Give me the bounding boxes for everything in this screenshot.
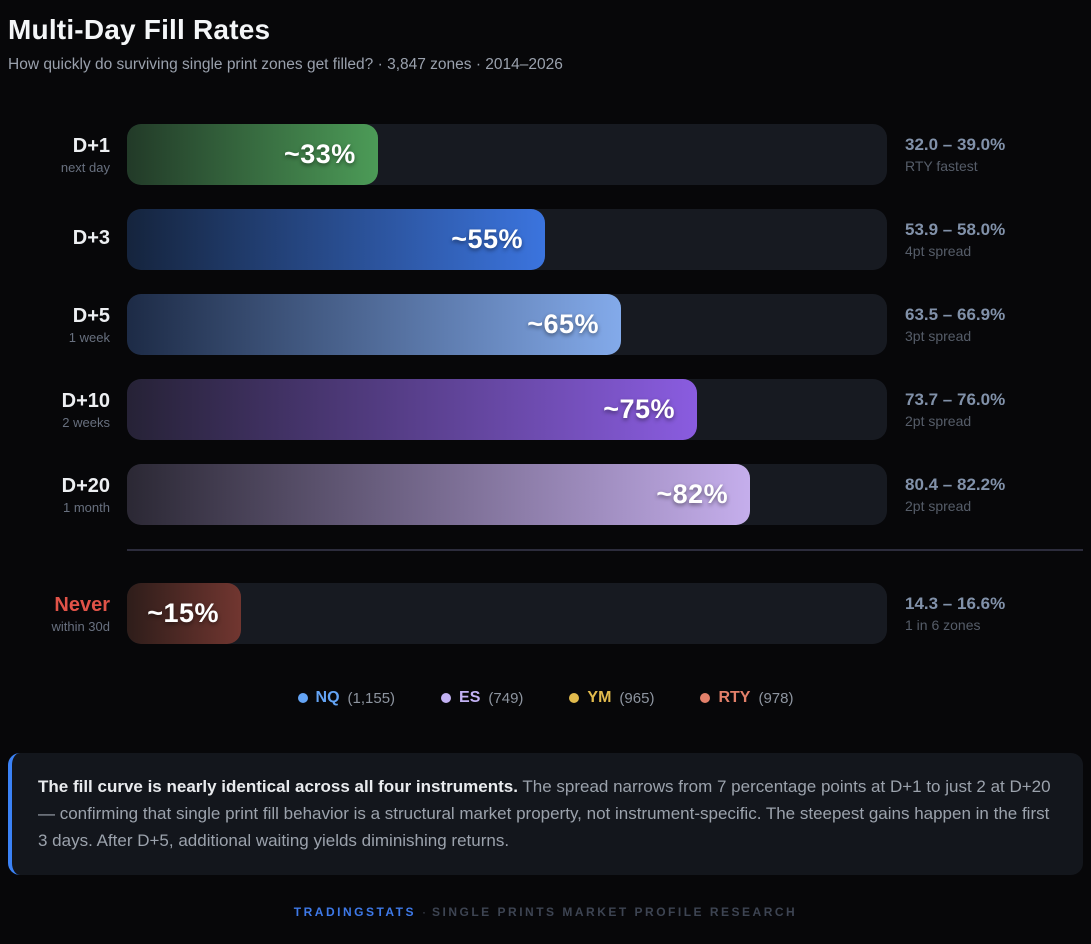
legend-dot-icon <box>441 693 452 703</box>
legend-symbol: ES <box>459 689 481 706</box>
bar-track: ~82% <box>127 464 887 525</box>
range-text: 32.0 – 39.0% <box>905 135 1006 154</box>
legend-count: (1,155) <box>347 689 396 707</box>
bar-row: D+20 1 month ~82% 80.4 – 82.2% 2pt sprea… <box>8 464 1083 525</box>
row-sublabel: 2 weeks <box>62 414 110 430</box>
insight-card: The fill curve is nearly identical acros… <box>8 753 1083 875</box>
row-label: D+20 <box>61 474 110 497</box>
bar-value-label: ~65% <box>527 309 599 339</box>
page: Multi-Day Fill Rates How quickly do surv… <box>8 14 1083 919</box>
chart-rows-never: Never within 30d ~15% 14.3 – 16.6% 1 in … <box>8 583 1083 644</box>
bar-row: D+10 2 weeks ~75% 73.7 – 76.0% 2pt sprea… <box>8 379 1083 440</box>
row-label-group: D+1 next day <box>8 135 110 175</box>
bar-row: D+1 next day ~33% 32.0 – 39.0% RTY faste… <box>8 124 1083 185</box>
bar-row: D+3 ~55% 53.9 – 58.0% 4pt spread <box>8 209 1083 270</box>
range-text: 14.3 – 16.6% <box>905 594 1006 613</box>
row-sublabel: within 30d <box>51 618 110 634</box>
legend-count: (965) <box>619 689 655 707</box>
row-label: D+1 <box>72 134 110 157</box>
bar-track: ~65% <box>127 294 887 355</box>
bar-fill: ~33% <box>127 124 378 185</box>
legend-dot-icon <box>297 693 308 703</box>
bar-fill: ~15% <box>127 583 241 644</box>
range-note: 2pt spread <box>905 498 972 514</box>
bar-track: ~15% <box>127 583 887 644</box>
bar-fill: ~65% <box>127 294 621 355</box>
legend-symbol: RTY <box>718 689 751 706</box>
legend-count: (978) <box>758 689 794 707</box>
legend-symbol: NQ <box>315 689 340 706</box>
row-label-group: D+3 <box>8 227 110 252</box>
footer-separator: · <box>422 905 427 919</box>
row-label-group: D+10 2 weeks <box>8 390 110 430</box>
insight-body-text: The spread narrows from 7 percentage poi… <box>38 777 1051 850</box>
bar-track: ~75% <box>127 379 887 440</box>
legend-item[interactable]: YM (965) <box>569 689 654 707</box>
range-text: 73.7 – 76.0% <box>905 390 1006 409</box>
row-label-group: Never within 30d <box>8 594 110 634</box>
bar-value-label: ~82% <box>656 479 729 509</box>
bar-fill: ~82% <box>127 464 751 525</box>
bar-value-label: ~33% <box>283 139 356 169</box>
chart-rows-main: D+1 next day ~33% 32.0 – 39.0% RTY faste… <box>8 124 1083 525</box>
range-note: 2pt spread <box>905 413 972 429</box>
bar-fill: ~75% <box>127 379 697 440</box>
row-sublabel: 1 week <box>68 329 110 345</box>
row-sublabel: 1 month <box>63 499 110 515</box>
row-label: D+10 <box>61 389 110 412</box>
row-annotation: 53.9 – 58.0% 4pt spread <box>904 220 1082 259</box>
range-note: RTY fastest <box>905 158 978 174</box>
row-annotation: 14.3 – 16.6% 1 in 6 zones <box>904 594 1082 633</box>
row-label: D+5 <box>72 304 110 327</box>
range-note: 1 in 6 zones <box>905 617 981 633</box>
row-annotation: 63.5 – 66.9% 3pt spread <box>904 305 1082 344</box>
row-label: D+3 <box>72 227 110 249</box>
range-note: 3pt spread <box>905 328 972 344</box>
row-annotation: 32.0 – 39.0% RTY fastest <box>904 135 1082 174</box>
bar-track: ~55% <box>127 209 887 270</box>
chart-legend: NQ (1,155) ES (749) YM (965) RTY (978) <box>8 689 1083 707</box>
page-subtitle: How quickly do surviving single print zo… <box>8 56 563 73</box>
bar-row: D+5 1 week ~65% 63.5 – 66.9% 3pt spread <box>8 294 1083 355</box>
range-text: 53.9 – 58.0% <box>905 220 1006 239</box>
footer: TRADINGSTATS · SINGLE PRINTS MARKET PROFIL… <box>8 905 1083 919</box>
footer-brand: TRADINGSTATS <box>293 905 417 919</box>
fill-rate-chart: D+1 next day ~33% 32.0 – 39.0% RTY faste… <box>8 124 1083 707</box>
range-text: 80.4 – 82.2% <box>905 475 1006 494</box>
row-label: Never <box>54 593 110 616</box>
row-annotation: 73.7 – 76.0% 2pt spread <box>904 390 1082 429</box>
legend-item[interactable]: ES (749) <box>441 689 523 707</box>
footer-tagline: SINGLE PRINTS MARKET PROFILE RESEARCH <box>432 905 798 919</box>
legend-symbol: YM <box>587 689 612 706</box>
insight-bold-text: The fill curve is nearly identical acros… <box>38 777 518 796</box>
bar-track: ~33% <box>127 124 887 185</box>
legend-item[interactable]: RTY (978) <box>700 689 793 707</box>
chart-divider <box>127 549 1083 551</box>
legend-count: (749) <box>488 689 524 707</box>
bar-row: Never within 30d ~15% 14.3 – 16.6% 1 in … <box>8 583 1083 644</box>
row-label-group: D+20 1 month <box>8 475 110 515</box>
bar-value-label: ~55% <box>451 224 523 254</box>
bar-value-label: ~15% <box>147 598 219 628</box>
legend-item[interactable]: NQ (1,155) <box>297 689 396 707</box>
bar-fill: ~55% <box>127 209 545 270</box>
page-title: Multi-Day Fill Rates <box>8 14 271 45</box>
row-label-group: D+5 1 week <box>8 305 110 345</box>
bar-value-label: ~75% <box>603 394 675 424</box>
range-note: 4pt spread <box>905 243 972 259</box>
row-sublabel: next day <box>60 159 110 175</box>
legend-dot-icon <box>700 693 711 703</box>
legend-dot-icon <box>569 693 580 703</box>
range-text: 63.5 – 66.9% <box>905 305 1006 324</box>
row-annotation: 80.4 – 82.2% 2pt spread <box>904 475 1082 514</box>
